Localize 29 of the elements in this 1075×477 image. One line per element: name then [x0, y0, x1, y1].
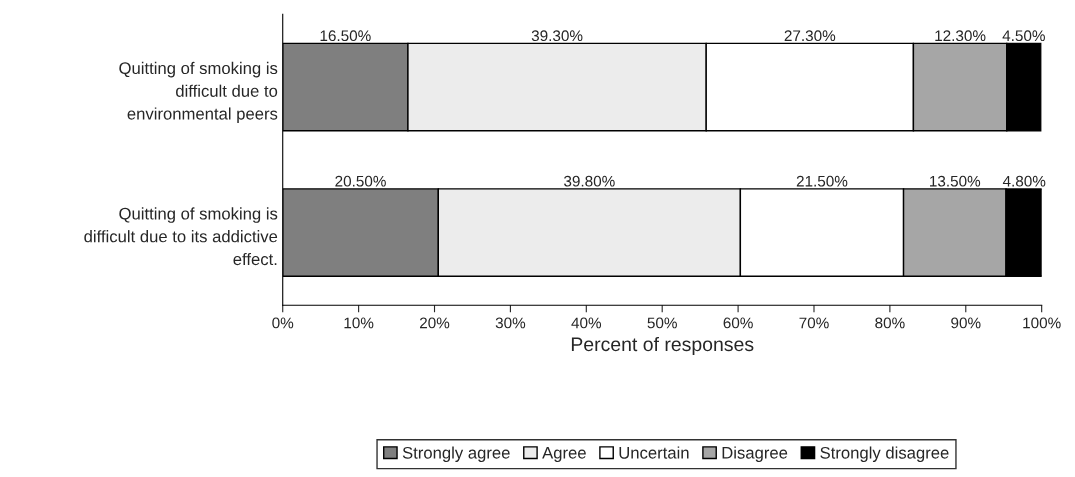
- data-label: 20.50%: [335, 175, 386, 187]
- x-tick-label: 30%: [495, 317, 526, 329]
- data-label: 27.30%: [784, 30, 836, 42]
- data-label: 39.80%: [564, 175, 615, 187]
- y-tick-label: Quitting of smoking is difficult due to its addictive effect.: [84, 207, 278, 266]
- data-label: 16.50%: [320, 30, 371, 42]
- legend-label: Uncertain: [619, 446, 689, 459]
- data-label: 4.50%: [1002, 30, 1045, 42]
- legend-label: Strongly disagree: [820, 446, 949, 462]
- y-tick-label: Quitting of smoking is difficult due to environmental peers: [119, 61, 278, 123]
- x-tick-label: 80%: [875, 317, 905, 329]
- data-label: 4.80%: [1002, 175, 1046, 187]
- legend-label: Strongly agree: [402, 446, 510, 462]
- x-tick-label: 10%: [344, 317, 374, 329]
- data-label: 21.50%: [796, 175, 848, 187]
- data-label: 13.50%: [930, 175, 981, 187]
- x-tick-label: 40%: [571, 317, 602, 329]
- x-tick-label: 60%: [723, 317, 753, 329]
- x-tick-label: 0%: [272, 317, 294, 329]
- legend-label: Disagree: [722, 446, 788, 462]
- legend-label: Agree: [542, 447, 586, 462]
- x-tick-label: 70%: [799, 317, 829, 329]
- data-label: 39.30%: [531, 30, 583, 42]
- x-tick-label: 50%: [647, 317, 677, 329]
- x-tick-label: 100%: [1023, 317, 1061, 329]
- x-axis-title: Percent of responses: [571, 336, 754, 356]
- x-tick-label: 90%: [951, 317, 981, 329]
- x-tick-label: 20%: [420, 317, 450, 329]
- data-label: 12.30%: [935, 30, 986, 42]
